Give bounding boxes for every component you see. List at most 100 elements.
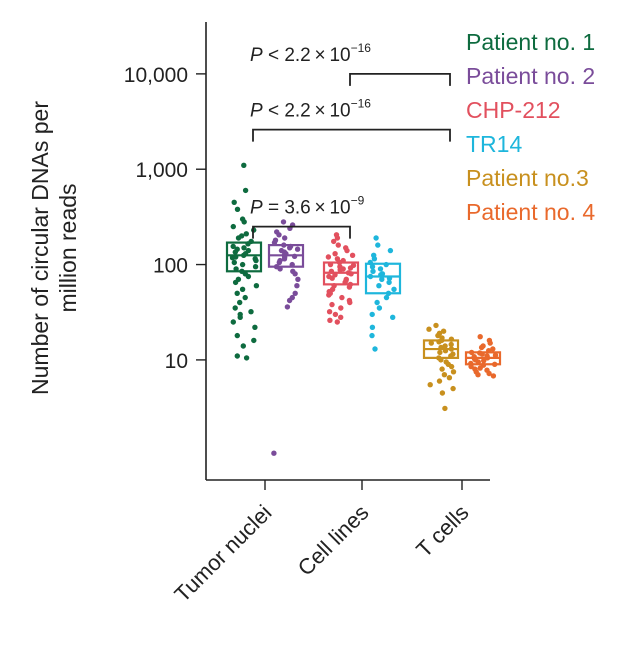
y-tick-label: 10,000 xyxy=(124,64,188,87)
data-point xyxy=(372,346,378,352)
data-point xyxy=(231,199,237,205)
data-point xyxy=(490,373,497,379)
data-point xyxy=(329,301,335,308)
data-point xyxy=(327,317,333,323)
data-point xyxy=(240,343,246,349)
data-point xyxy=(237,314,243,320)
data-point xyxy=(375,242,381,248)
data-point xyxy=(374,299,380,306)
legend-entry: Patient no.3 xyxy=(466,165,589,191)
data-point xyxy=(231,259,237,266)
y-axis-title-line-1: Number of circular DNAs per xyxy=(27,101,53,395)
data-point xyxy=(383,294,390,301)
data-point xyxy=(492,352,499,358)
p-relation: < 2.2 × 10 xyxy=(263,45,351,66)
data-point xyxy=(435,332,441,339)
data-point xyxy=(426,326,432,332)
data-point xyxy=(437,349,443,356)
data-point xyxy=(325,254,332,260)
data-point xyxy=(440,328,447,334)
data-point xyxy=(369,311,375,318)
data-point xyxy=(326,292,332,298)
data-point xyxy=(477,365,483,371)
data-point xyxy=(251,337,257,344)
data-point xyxy=(292,271,298,277)
data-point xyxy=(234,353,240,359)
data-point xyxy=(326,309,333,315)
data-point xyxy=(344,247,350,254)
legend-entry: TR14 xyxy=(466,131,522,157)
x-tick-label: T cells xyxy=(411,500,473,562)
data-point xyxy=(286,297,293,304)
significance-bracket xyxy=(349,72,451,86)
data-point xyxy=(441,372,448,378)
data-point xyxy=(241,162,247,168)
significance-bracket xyxy=(252,225,351,239)
data-point xyxy=(331,238,337,245)
box xyxy=(364,262,402,295)
data-point xyxy=(235,235,242,241)
data-point xyxy=(439,366,445,372)
data-point xyxy=(241,245,247,251)
y-axis-title-line-2: million reads xyxy=(55,183,81,312)
data-point xyxy=(439,390,446,396)
data-point xyxy=(334,235,341,241)
data-point xyxy=(232,305,238,311)
p-exponent: −16 xyxy=(351,41,372,55)
data-point xyxy=(338,305,344,311)
significance-bracket xyxy=(252,128,451,142)
data-point xyxy=(486,370,492,377)
y-tick-label: 10 xyxy=(165,350,188,373)
data-point xyxy=(387,247,394,254)
data-point xyxy=(448,363,455,370)
x-tick-label: Cell lines xyxy=(293,500,374,581)
data-point xyxy=(248,309,254,315)
data-point xyxy=(487,340,493,346)
data-point xyxy=(242,294,248,301)
data-point xyxy=(371,256,378,262)
data-point xyxy=(271,239,278,246)
data-point xyxy=(391,286,397,292)
data-point xyxy=(282,235,288,241)
data-point xyxy=(481,358,487,364)
data-point xyxy=(252,324,258,330)
data-point xyxy=(377,266,384,272)
data-point xyxy=(292,290,298,296)
data-point xyxy=(241,219,247,225)
data-point xyxy=(334,319,340,325)
data-point xyxy=(450,369,457,375)
data-point xyxy=(347,265,354,271)
data-point xyxy=(230,223,236,230)
data-point xyxy=(379,276,385,282)
y-axis-title: Number of circular DNAs per million read… xyxy=(27,101,81,395)
data-point xyxy=(335,242,341,248)
data-point xyxy=(338,314,344,320)
p-symbol: P xyxy=(250,198,263,219)
data-point xyxy=(450,385,456,392)
data-point xyxy=(436,378,443,384)
p-relation: < 2.2 × 10 xyxy=(263,101,351,122)
data-point xyxy=(376,283,382,289)
p-value-label: P = 3.6 × 10−9 xyxy=(250,194,365,219)
data-point xyxy=(478,344,485,351)
data-point xyxy=(339,294,345,301)
data-point xyxy=(234,290,240,296)
p-exponent: −16 xyxy=(351,97,372,111)
box xyxy=(225,241,263,273)
data-point xyxy=(276,232,282,238)
p-exponent: −9 xyxy=(351,194,365,208)
data-point xyxy=(347,299,353,306)
data-point xyxy=(237,299,243,306)
data-point xyxy=(253,283,260,289)
data-point xyxy=(245,273,252,280)
data-point xyxy=(337,267,343,273)
data-point xyxy=(276,259,282,266)
data-point xyxy=(232,279,239,286)
data-point xyxy=(376,305,383,311)
data-point xyxy=(232,249,238,255)
data-point xyxy=(373,235,379,241)
data-point xyxy=(284,304,291,310)
data-point xyxy=(234,206,241,212)
data-point xyxy=(239,286,246,292)
